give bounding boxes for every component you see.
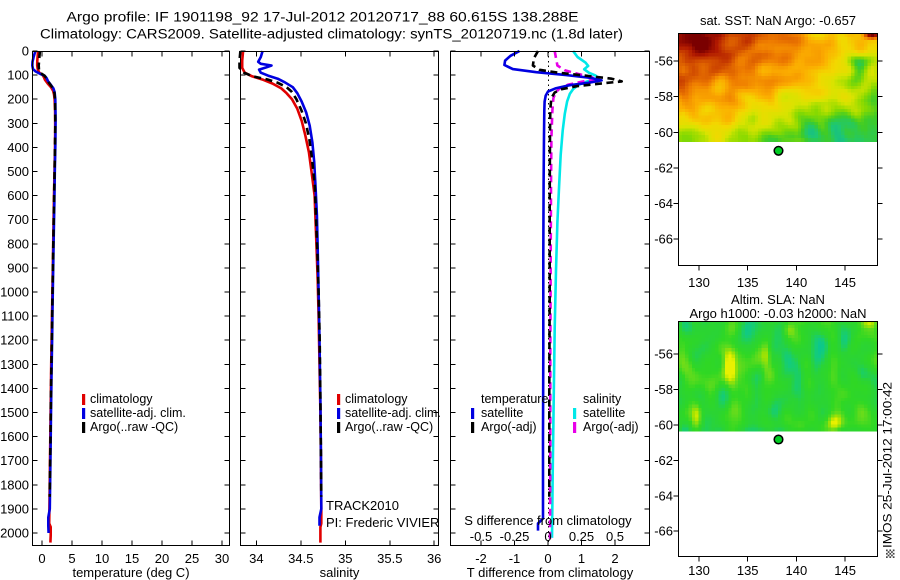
svg-text:salinity: salinity bbox=[583, 392, 622, 406]
svg-text:25: 25 bbox=[185, 551, 199, 566]
svg-text:climatology: climatology bbox=[90, 392, 153, 406]
svg-text:800: 800 bbox=[7, 236, 29, 251]
svg-text:sat. SST: NaN Argo: -0.657: sat. SST: NaN Argo: -0.657 bbox=[700, 13, 856, 28]
svg-text:0: 0 bbox=[22, 44, 29, 59]
svg-text:satellite-adj. clim.: satellite-adj. clim. bbox=[345, 406, 441, 420]
svg-text:1000: 1000 bbox=[0, 285, 29, 300]
svg-text:Argo h1000: -0.03 h2000: NaN: Argo h1000: -0.03 h2000: NaN bbox=[689, 306, 866, 321]
svg-text:satellite: satellite bbox=[583, 406, 625, 420]
svg-text:130: 130 bbox=[688, 563, 710, 578]
svg-text:-62: -62 bbox=[654, 160, 673, 175]
svg-text:300: 300 bbox=[7, 116, 29, 131]
svg-text:temperature: temperature bbox=[481, 392, 548, 406]
svg-text:145: 145 bbox=[834, 275, 856, 290]
svg-text:-56: -56 bbox=[654, 54, 673, 69]
svg-text:1600: 1600 bbox=[0, 429, 29, 444]
svg-text:1300: 1300 bbox=[0, 357, 29, 372]
svg-text:20: 20 bbox=[155, 551, 169, 566]
svg-text:-0.5: -0.5 bbox=[470, 529, 492, 544]
svg-text:200: 200 bbox=[7, 92, 29, 107]
svg-text:T difference from climatology: T difference from climatology bbox=[467, 565, 634, 580]
svg-text:S difference from climatology: S difference from climatology bbox=[464, 513, 632, 528]
svg-text:700: 700 bbox=[7, 212, 29, 227]
svg-text:30: 30 bbox=[215, 551, 229, 566]
svg-text:-64: -64 bbox=[654, 196, 673, 211]
svg-text:135: 135 bbox=[737, 275, 759, 290]
svg-text:100: 100 bbox=[7, 68, 29, 83]
svg-text:-1: -1 bbox=[509, 551, 521, 566]
svg-text:Altim. SLA: NaN: Altim. SLA: NaN bbox=[731, 292, 825, 307]
svg-text:-60: -60 bbox=[654, 125, 673, 140]
svg-text:Climatology: CARS2009. Satelli: Climatology: CARS2009. Satellite-adjuste… bbox=[40, 27, 623, 42]
svg-text:1700: 1700 bbox=[0, 453, 29, 468]
svg-text:-60: -60 bbox=[654, 417, 673, 432]
svg-text:Argo profile: IF 1901198_92 17: Argo profile: IF 1901198_92 17-Jul-2012 … bbox=[67, 10, 579, 25]
svg-text:climatology: climatology bbox=[345, 392, 408, 406]
svg-text:35.5: 35.5 bbox=[377, 551, 402, 566]
svg-text:TRACK2010: TRACK2010 bbox=[326, 498, 399, 513]
svg-text:-0.25: -0.25 bbox=[500, 529, 530, 544]
svg-text:temperature (deg C): temperature (deg C) bbox=[72, 565, 189, 580]
svg-text:-66: -66 bbox=[654, 232, 673, 247]
svg-text:0.5: 0.5 bbox=[606, 529, 624, 544]
svg-text:-2: -2 bbox=[475, 551, 487, 566]
svg-text:0.25: 0.25 bbox=[569, 529, 594, 544]
svg-text:0: 0 bbox=[544, 551, 551, 566]
svg-text:10: 10 bbox=[95, 551, 109, 566]
svg-text:2: 2 bbox=[611, 551, 618, 566]
svg-text:satellite: satellite bbox=[481, 406, 523, 420]
svg-text:-62: -62 bbox=[654, 453, 673, 468]
svg-text:1200: 1200 bbox=[0, 333, 29, 348]
svg-text:35: 35 bbox=[338, 551, 352, 566]
svg-text:-56: -56 bbox=[654, 347, 673, 362]
svg-text:140: 140 bbox=[786, 563, 808, 578]
svg-text:-58: -58 bbox=[654, 89, 673, 104]
svg-text:PI: Frederic VIVIER: PI: Frederic VIVIER bbox=[326, 515, 439, 530]
svg-text:135: 135 bbox=[737, 563, 759, 578]
svg-text:1900: 1900 bbox=[0, 501, 29, 516]
svg-text:Argo(-adj): Argo(-adj) bbox=[481, 420, 537, 434]
svg-text:-58: -58 bbox=[654, 382, 673, 397]
svg-text:36: 36 bbox=[427, 551, 441, 566]
svg-text:900: 900 bbox=[7, 260, 29, 275]
svg-text:Argo(..raw -QC): Argo(..raw -QC) bbox=[90, 420, 178, 434]
svg-text:34.5: 34.5 bbox=[288, 551, 313, 566]
svg-text:130: 130 bbox=[688, 275, 710, 290]
svg-text:2000: 2000 bbox=[0, 526, 29, 541]
svg-text:5: 5 bbox=[68, 551, 75, 566]
svg-text:-66: -66 bbox=[654, 524, 673, 539]
svg-text:145: 145 bbox=[834, 563, 856, 578]
svg-text:15: 15 bbox=[125, 551, 139, 566]
svg-text:1100: 1100 bbox=[1, 309, 29, 324]
svg-text:1800: 1800 bbox=[0, 477, 29, 492]
svg-text:Argo(-adj): Argo(-adj) bbox=[583, 420, 639, 434]
svg-text:1500: 1500 bbox=[0, 405, 29, 420]
svg-text:1400: 1400 bbox=[0, 381, 29, 396]
svg-text:0: 0 bbox=[544, 529, 551, 544]
svg-text:satellite-adj. clim.: satellite-adj. clim. bbox=[90, 406, 186, 420]
svg-text:400: 400 bbox=[7, 140, 29, 155]
svg-text:Argo(..raw -QC): Argo(..raw -QC) bbox=[345, 420, 433, 434]
svg-text:0: 0 bbox=[38, 551, 45, 566]
svg-text:600: 600 bbox=[7, 188, 29, 203]
svg-text:500: 500 bbox=[7, 164, 29, 179]
svg-text:-64: -64 bbox=[654, 488, 673, 503]
svg-text:IMOS 25-Jul-2012 17:00:42: IMOS 25-Jul-2012 17:00:42 bbox=[881, 382, 895, 548]
svg-text:140: 140 bbox=[786, 275, 808, 290]
svg-text:34: 34 bbox=[249, 551, 263, 566]
svg-text:salinity: salinity bbox=[320, 565, 360, 580]
svg-text:1: 1 bbox=[578, 551, 585, 566]
